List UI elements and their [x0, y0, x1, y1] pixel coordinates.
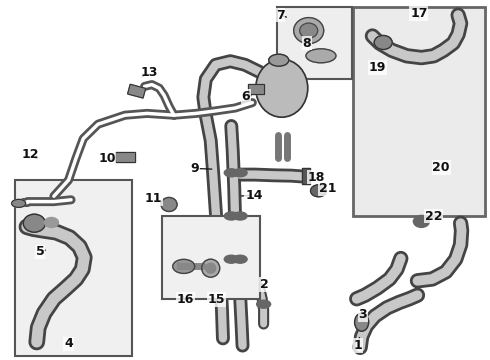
Text: 19: 19	[368, 61, 386, 74]
Ellipse shape	[233, 169, 247, 177]
Ellipse shape	[45, 217, 58, 228]
Text: 10: 10	[98, 152, 116, 165]
Text: 21: 21	[318, 183, 336, 195]
Text: 9: 9	[191, 162, 199, 175]
Bar	[302, 168, 310, 184]
Bar	[127, 84, 146, 98]
Ellipse shape	[233, 212, 247, 220]
Ellipse shape	[294, 18, 324, 44]
Ellipse shape	[269, 54, 289, 66]
Ellipse shape	[161, 198, 177, 211]
Ellipse shape	[206, 263, 216, 273]
Ellipse shape	[306, 49, 336, 63]
Ellipse shape	[233, 255, 247, 263]
Ellipse shape	[374, 36, 392, 49]
Ellipse shape	[224, 169, 238, 177]
Text: 12: 12	[22, 148, 39, 161]
Text: 20: 20	[432, 161, 450, 174]
Text: 4: 4	[64, 337, 73, 350]
Text: 5: 5	[36, 246, 45, 258]
Ellipse shape	[12, 199, 25, 207]
Ellipse shape	[257, 300, 270, 308]
Text: 1: 1	[353, 339, 362, 352]
Bar	[162, 216, 260, 299]
Ellipse shape	[311, 185, 326, 197]
Bar	[248, 84, 264, 94]
Text: 15: 15	[208, 293, 225, 306]
Text: 2: 2	[260, 278, 269, 291]
Text: 13: 13	[141, 66, 158, 78]
Ellipse shape	[224, 212, 238, 220]
Text: 3: 3	[358, 309, 367, 321]
Bar	[248, 84, 264, 94]
Text: 7: 7	[276, 9, 285, 22]
Text: 8: 8	[302, 37, 311, 50]
Ellipse shape	[300, 23, 318, 38]
Ellipse shape	[202, 259, 220, 277]
Text: 6: 6	[242, 90, 250, 103]
Bar	[353, 7, 485, 216]
Bar	[15, 180, 132, 356]
Ellipse shape	[414, 215, 429, 228]
Ellipse shape	[173, 260, 195, 273]
Bar	[302, 168, 310, 184]
Ellipse shape	[24, 214, 45, 232]
Text: 11: 11	[145, 192, 162, 205]
Text: 16: 16	[176, 293, 194, 306]
Ellipse shape	[256, 59, 308, 117]
Text: 18: 18	[307, 171, 325, 184]
Bar	[277, 7, 352, 79]
Ellipse shape	[355, 313, 368, 331]
Bar	[177, 264, 191, 269]
Bar	[127, 84, 146, 98]
Text: 22: 22	[425, 210, 442, 222]
Bar	[115, 152, 135, 162]
Bar	[115, 152, 135, 162]
Text: 14: 14	[245, 189, 263, 202]
Ellipse shape	[224, 255, 238, 263]
Text: 17: 17	[410, 7, 428, 20]
